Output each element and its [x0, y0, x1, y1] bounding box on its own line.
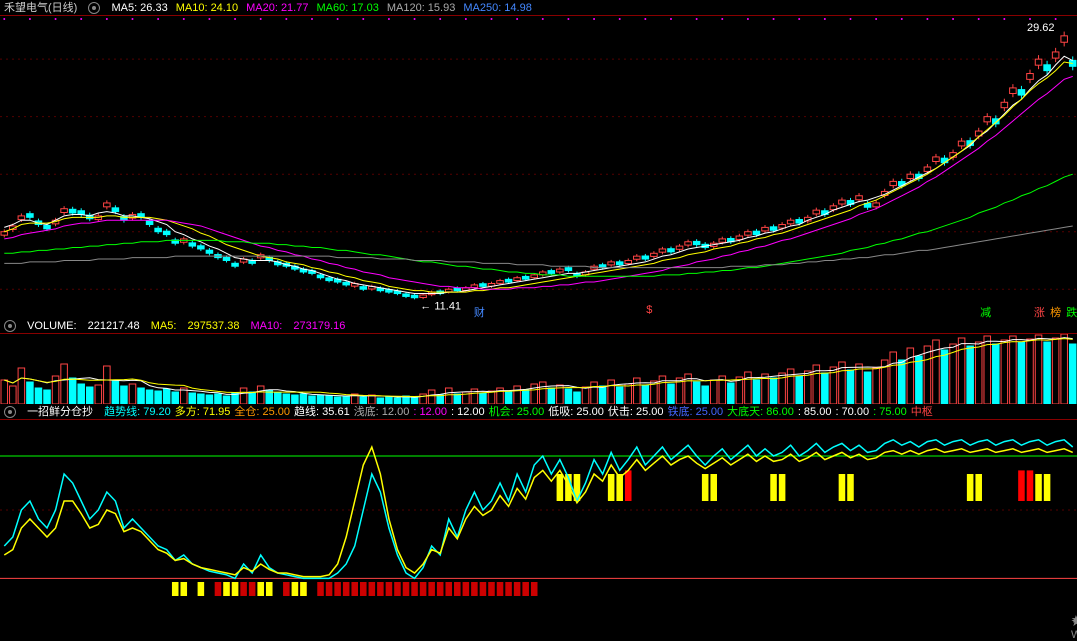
indicator-label: : 12.00	[451, 406, 485, 418]
indicator-label: 大底天: 86.00	[727, 406, 794, 418]
indicator-label: 趋线: 35.61	[294, 406, 350, 418]
indicator-label: : 12.00	[413, 406, 447, 418]
ma-label: MA5: 26.33	[111, 2, 167, 14]
vol-value: 221217.48	[88, 320, 140, 332]
indicator-header: 一招鲜分仓抄 趋势线: 79.20 多方: 71.95全仓: 25.00 趋线: 3…	[0, 404, 1077, 420]
ma-label: MA250: 14.98	[463, 2, 532, 14]
ma-label: MA10: 24.10	[176, 2, 238, 14]
indicator-label: 伏击: 25.00	[608, 406, 664, 418]
indicator-label: : 70.00	[835, 406, 869, 418]
eye-icon[interactable]	[4, 320, 16, 332]
main-header: 禾望电气(日线) MA5: 26.33 MA10: 24.10 MA20: 21.7…	[0, 0, 1077, 16]
indicator-label: 铁底: 25.00	[668, 406, 724, 418]
volume-header: VOLUME: 221217.48 MA5: 297537.38 MA10: 2…	[0, 318, 1077, 334]
vol-ma5-l: MA5:	[151, 320, 177, 332]
stock-title: 禾望电气(日线)	[4, 2, 77, 14]
candlestick-chart[interactable]: 29.62← 11.41 财$减涨榜跌	[0, 16, 1077, 318]
ma-label: MA60: 17.03	[316, 2, 378, 14]
main-chart-panel: 禾望电气(日线) MA5: 26.33 MA10: 24.10 MA20: 21.7…	[0, 0, 1077, 318]
vol-ma5-v: 297537.38	[187, 320, 239, 332]
indicator-label: : 75.00	[873, 406, 907, 418]
indicator-label: 多方: 71.95	[175, 406, 231, 418]
svg-text:29.62: 29.62	[1027, 22, 1055, 34]
indicator-label: : 85.00	[798, 406, 832, 418]
indicator-label: 低吸: 25.00	[548, 406, 604, 418]
chart-marker: $	[646, 304, 652, 316]
eye-icon[interactable]	[4, 406, 16, 418]
ma-label: MA120: 15.93	[387, 2, 456, 14]
vol-ma10-v: 273179.16	[293, 320, 345, 332]
indicator-label: 机会: 25.00	[489, 406, 545, 418]
volume-panel: VOLUME: 221217.48 MA5: 297537.38 MA10: 2…	[0, 318, 1077, 404]
vol-ma10-l: MA10:	[251, 320, 283, 332]
indicator-label: 趋势线: 79.20	[104, 406, 171, 418]
ind-title: 一招鲜分仓抄	[27, 406, 93, 418]
eye-icon[interactable]	[88, 2, 100, 14]
indicator-label: 浅底: 12.00	[354, 406, 410, 418]
indicator-panel: 一招鲜分仓抄 趋势线: 79.20 多方: 71.95全仓: 25.00 趋线: 3…	[0, 404, 1077, 600]
vol-label: VOLUME:	[27, 320, 77, 332]
indicator-label: 全仓: 25.00	[234, 406, 290, 418]
volume-chart[interactable]	[0, 334, 1077, 404]
ma-label: MA20: 21.77	[246, 2, 308, 14]
indicator-chart[interactable]	[0, 420, 1077, 600]
indicator-label: 中枢	[911, 406, 933, 418]
